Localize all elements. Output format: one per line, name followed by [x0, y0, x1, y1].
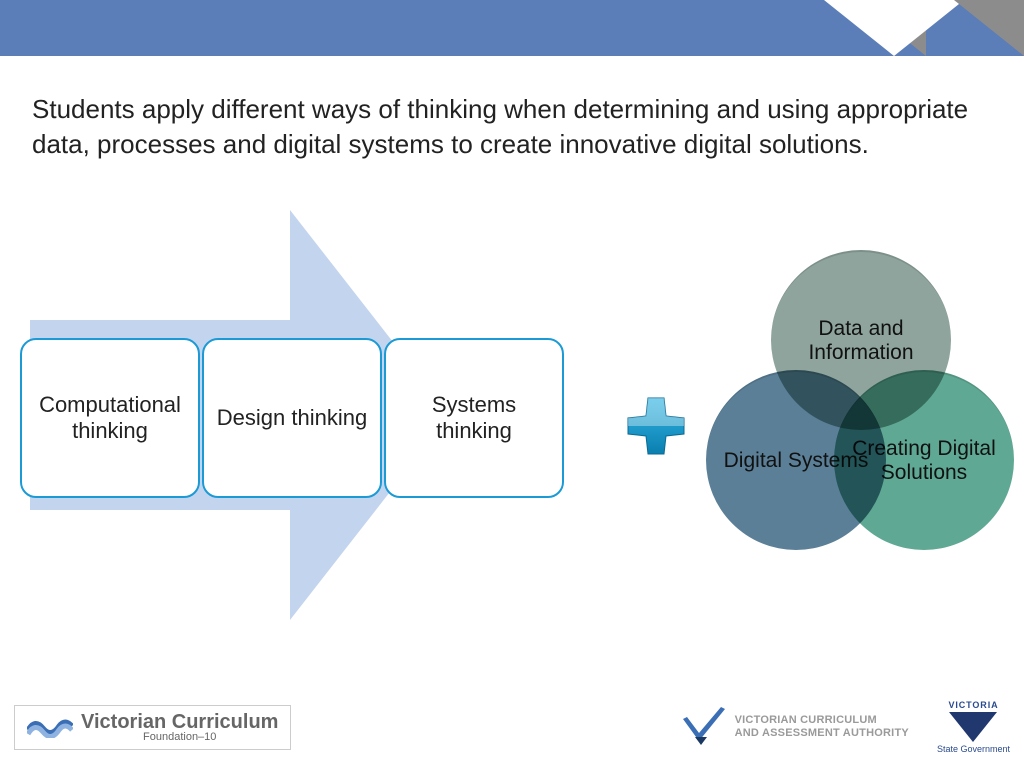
header-wedge-grey-outer [954, 0, 1024, 56]
thinking-boxes: Computational thinking Design thinking S… [20, 338, 564, 498]
logo-vcaa: VICTORIAN CURRICULUM AND ASSESSMENT AUTH… [681, 707, 909, 747]
logo-subtitle: Foundation–10 [81, 732, 278, 743]
victoria-sub: State Government [937, 744, 1010, 754]
box-systems-thinking: Systems thinking [384, 338, 564, 498]
logo-title: Victorian Curriculum [81, 712, 278, 732]
venn-circle-right: Creating Digital Solutions [834, 370, 1014, 550]
curriculum-wave-icon [27, 716, 73, 738]
venn-diagram: Data and InformationDigital SystemsCreat… [706, 250, 1016, 610]
plus-icon [626, 396, 686, 456]
vcaa-line1: VICTORIAN CURRICULUM [735, 714, 909, 727]
box-computational-thinking: Computational thinking [20, 338, 200, 498]
footer-right-logos: VICTORIAN CURRICULUM AND ASSESSMENT AUTH… [681, 700, 1010, 754]
footer: Victorian Curriculum Foundation–10 VICTO… [14, 700, 1010, 754]
box-design-thinking: Design thinking [202, 338, 382, 498]
vcaa-line2: AND ASSESSMENT AUTHORITY [735, 727, 909, 740]
header-wedge-white [824, 0, 964, 56]
intro-paragraph: Students apply different ways of thinkin… [32, 92, 984, 162]
box-label: Computational thinking [30, 392, 190, 444]
logo-victoria-state-gov: VICTORIA State Government [937, 700, 1010, 754]
box-label: Design thinking [217, 405, 367, 431]
victoria-triangle-icon [949, 712, 997, 742]
venn-label: Creating Digital Solutions [834, 437, 1014, 485]
victoria-wordmark: VICTORIA [948, 700, 998, 710]
logo-victorian-curriculum: Victorian Curriculum Foundation–10 [14, 705, 291, 750]
venn-label: Data and Information [771, 317, 951, 365]
box-label: Systems thinking [394, 392, 554, 444]
vcaa-check-icon [681, 707, 725, 747]
